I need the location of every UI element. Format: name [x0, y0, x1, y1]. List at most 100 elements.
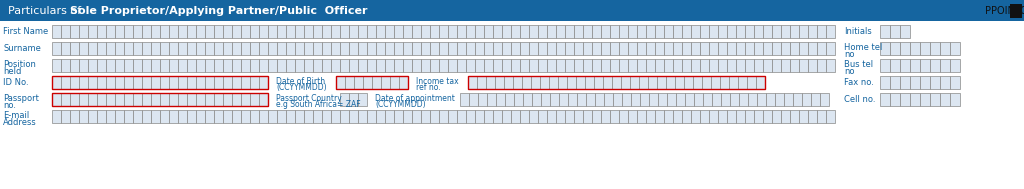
- Bar: [502, 42, 511, 55]
- Text: Passport Country: Passport Country: [276, 94, 342, 103]
- Text: Passport: Passport: [3, 94, 39, 103]
- Bar: [79, 76, 88, 89]
- Bar: [504, 76, 513, 89]
- Bar: [612, 76, 621, 89]
- Bar: [556, 42, 565, 55]
- Bar: [70, 110, 79, 123]
- Bar: [718, 59, 727, 72]
- Bar: [900, 25, 910, 38]
- Bar: [790, 110, 799, 123]
- Bar: [628, 25, 637, 38]
- Bar: [340, 110, 349, 123]
- Bar: [115, 76, 124, 89]
- Bar: [97, 42, 106, 55]
- Bar: [900, 93, 910, 106]
- Bar: [703, 93, 712, 106]
- Bar: [673, 59, 682, 72]
- Bar: [808, 25, 817, 38]
- Bar: [52, 93, 268, 106]
- Bar: [468, 76, 765, 89]
- Bar: [278, 110, 286, 123]
- Text: ID No.: ID No.: [3, 78, 29, 87]
- Bar: [313, 25, 322, 38]
- Bar: [232, 59, 241, 72]
- Bar: [385, 59, 394, 72]
- Bar: [223, 110, 232, 123]
- Bar: [772, 25, 781, 38]
- Bar: [565, 25, 574, 38]
- Bar: [484, 42, 493, 55]
- Bar: [169, 76, 178, 89]
- Bar: [817, 25, 826, 38]
- Bar: [691, 42, 700, 55]
- Bar: [268, 42, 278, 55]
- Bar: [711, 76, 720, 89]
- Bar: [603, 76, 612, 89]
- Bar: [610, 42, 618, 55]
- Bar: [558, 76, 567, 89]
- Bar: [214, 76, 223, 89]
- Bar: [511, 42, 520, 55]
- Bar: [0, 0, 1024, 21]
- Bar: [799, 42, 808, 55]
- Bar: [880, 42, 890, 55]
- Bar: [381, 76, 390, 89]
- Bar: [52, 59, 61, 72]
- Bar: [52, 25, 61, 38]
- Bar: [196, 42, 205, 55]
- Bar: [205, 76, 214, 89]
- Bar: [187, 76, 196, 89]
- Bar: [746, 76, 756, 89]
- Bar: [151, 59, 160, 72]
- Bar: [718, 110, 727, 123]
- Bar: [673, 42, 682, 55]
- Bar: [940, 76, 950, 89]
- Bar: [88, 76, 97, 89]
- Bar: [232, 25, 241, 38]
- Bar: [304, 25, 313, 38]
- Bar: [577, 93, 586, 106]
- Bar: [574, 42, 583, 55]
- Bar: [322, 25, 331, 38]
- Bar: [682, 110, 691, 123]
- Bar: [880, 76, 890, 89]
- Bar: [1010, 4, 1022, 18]
- Bar: [468, 76, 477, 89]
- Bar: [520, 59, 529, 72]
- Bar: [70, 25, 79, 38]
- Bar: [295, 42, 304, 55]
- Bar: [385, 110, 394, 123]
- Bar: [514, 93, 523, 106]
- Text: no.: no.: [3, 101, 16, 110]
- Bar: [61, 110, 70, 123]
- Bar: [439, 25, 449, 38]
- Bar: [61, 59, 70, 72]
- Bar: [478, 93, 487, 106]
- Bar: [259, 110, 268, 123]
- Bar: [457, 59, 466, 72]
- Bar: [538, 59, 547, 72]
- Bar: [223, 25, 232, 38]
- Bar: [754, 25, 763, 38]
- Bar: [502, 25, 511, 38]
- Bar: [142, 59, 151, 72]
- Bar: [169, 93, 178, 106]
- Bar: [531, 76, 540, 89]
- Text: Particulars of: Particulars of: [8, 5, 88, 15]
- Bar: [880, 93, 890, 106]
- Bar: [730, 93, 739, 106]
- Bar: [793, 93, 802, 106]
- Bar: [223, 93, 232, 106]
- Bar: [250, 59, 259, 72]
- Bar: [133, 93, 142, 106]
- Bar: [910, 42, 920, 55]
- Bar: [567, 76, 575, 89]
- Bar: [151, 93, 160, 106]
- Text: Cell no.: Cell no.: [844, 95, 876, 104]
- Bar: [559, 93, 568, 106]
- Bar: [754, 59, 763, 72]
- Bar: [430, 42, 439, 55]
- Bar: [52, 110, 61, 123]
- Bar: [930, 76, 940, 89]
- Bar: [511, 110, 520, 123]
